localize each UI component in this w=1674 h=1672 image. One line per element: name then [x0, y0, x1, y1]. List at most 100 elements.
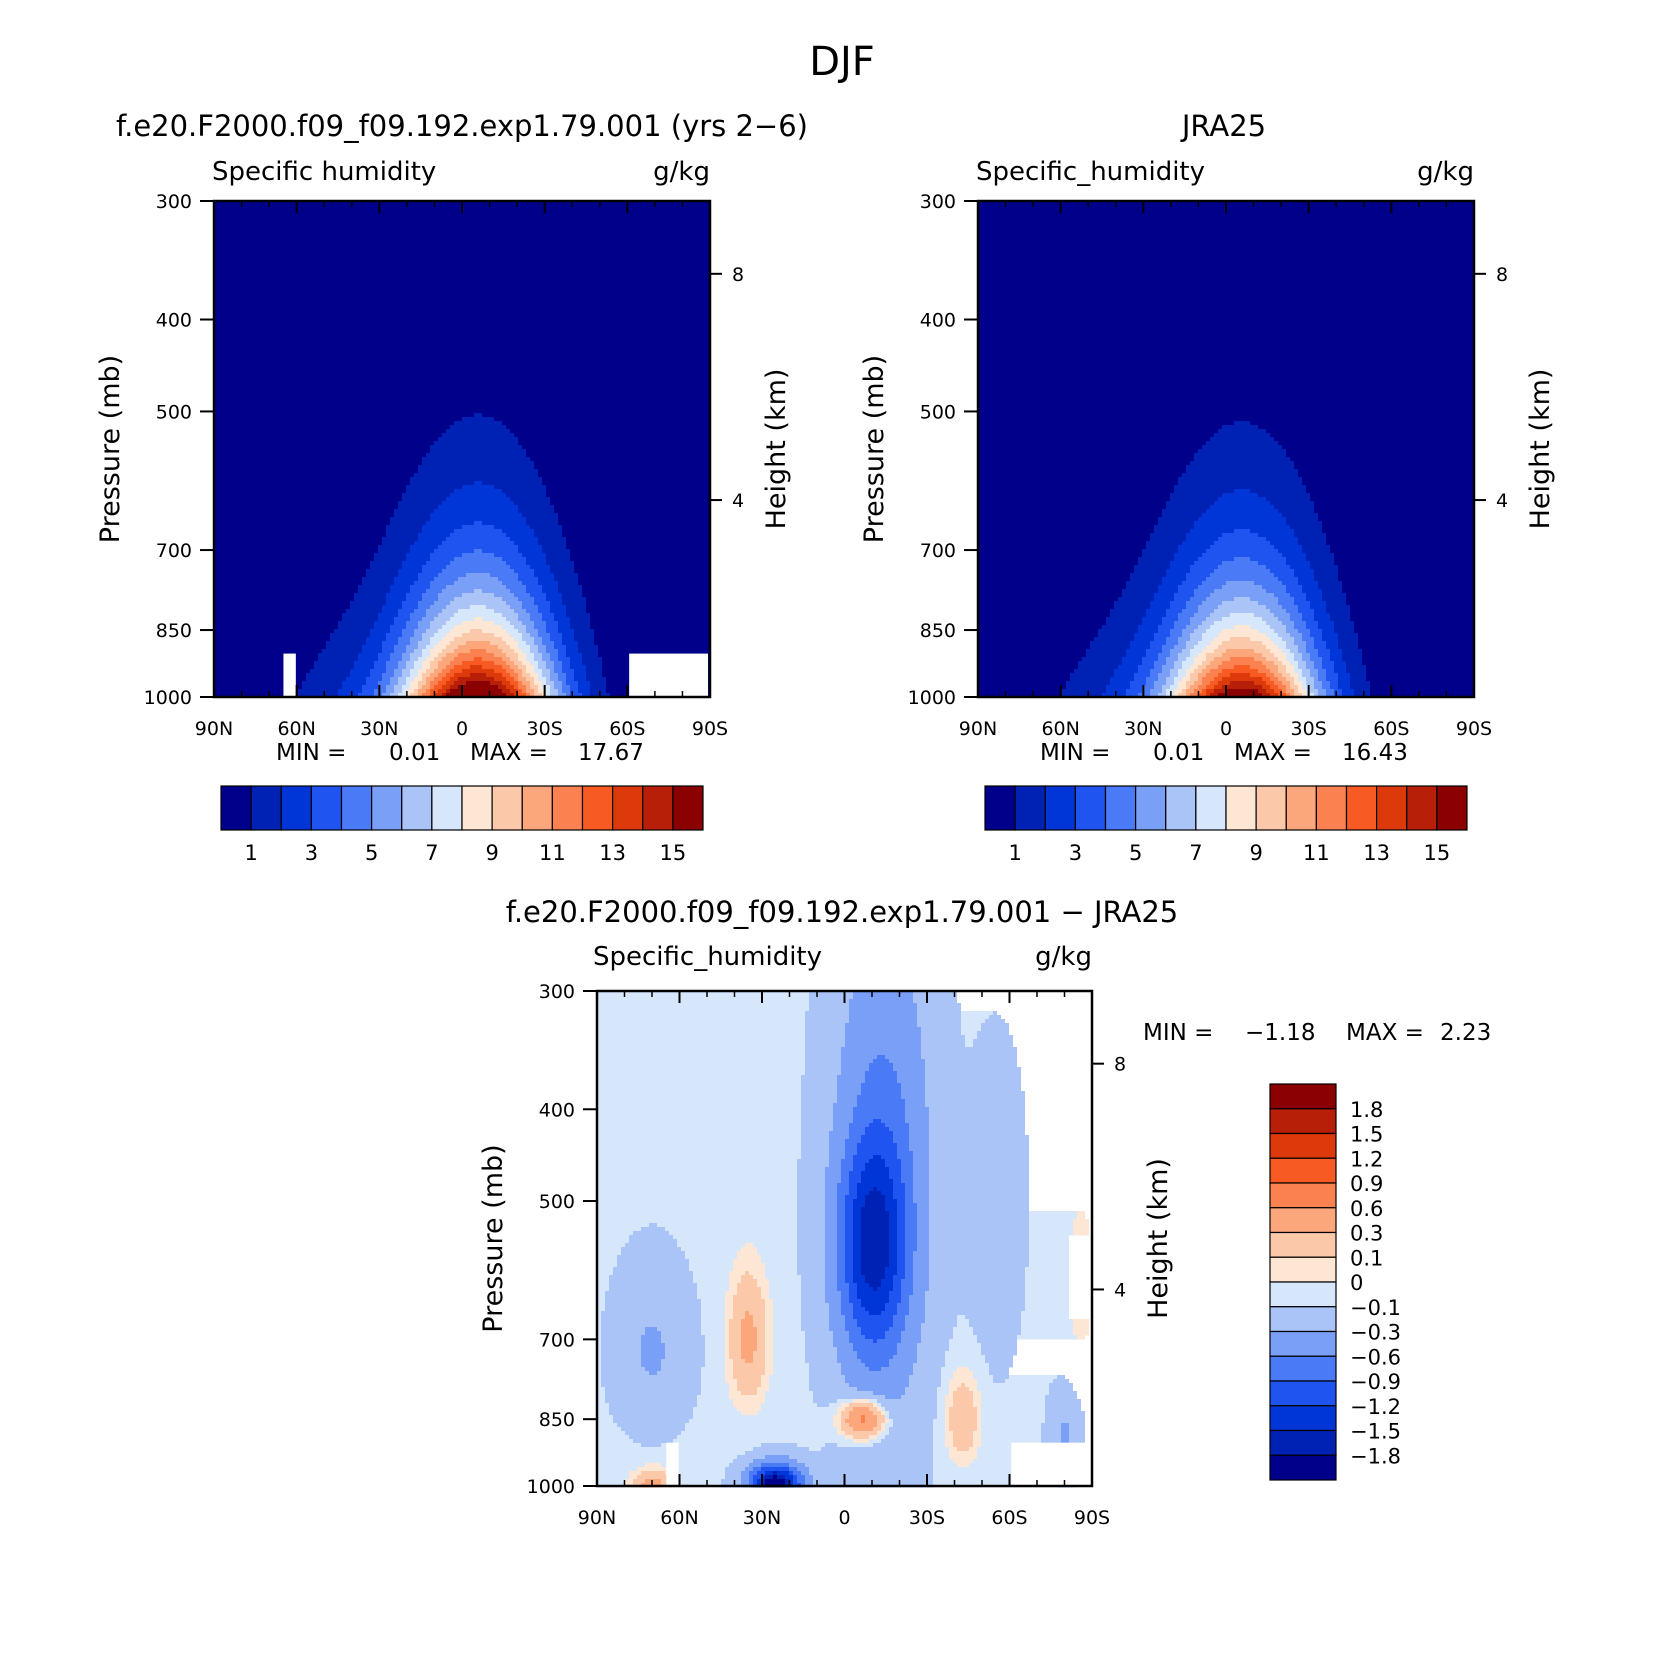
colorbar-box: [1269, 1231, 1337, 1258]
colorbar-label: 3: [1069, 841, 1082, 865]
colorbar-box: [431, 785, 463, 831]
min-label: MIN =: [1143, 1020, 1213, 1046]
colorbar-box: [1255, 785, 1287, 831]
y-tick-label: 700: [920, 540, 956, 562]
colorbar-box: [1269, 1355, 1337, 1382]
colorbar-box: [250, 785, 282, 831]
colorbar-box: [984, 785, 1016, 831]
colorbar-box: [1269, 1256, 1337, 1283]
colorbar-label: 1.8: [1350, 1098, 1383, 1122]
colorbar-label: 9: [1249, 841, 1262, 865]
panel-obs: JRA25 Specific_humidity g/kg 90N 60N 30N 0 3…: [859, 109, 1556, 865]
variable-label: Specific humidity: [212, 157, 436, 187]
y-tick-label: 400: [920, 310, 956, 332]
y-tick-label: 850: [156, 620, 192, 642]
colorbar: 1 3 5 7 9 11 13 15: [220, 785, 704, 865]
height-tick-label: 8: [732, 264, 744, 286]
y-tick-label: 400: [539, 1099, 575, 1121]
height-tick-label: 4: [1114, 1279, 1126, 1301]
y-tick-label: 1000: [144, 687, 192, 709]
colorbar-box: [642, 785, 674, 831]
y-tick-label: 300: [920, 191, 956, 213]
colorbar-box: [1165, 785, 1197, 831]
y-axis-label: Pressure (mb): [859, 355, 890, 543]
max-label: MAX =: [1234, 740, 1312, 766]
max-value: 17.67: [578, 740, 644, 766]
colorbar-label: 5: [365, 841, 378, 865]
colorbar-label: 1: [244, 841, 257, 865]
x-tick-label: 90N: [195, 718, 233, 740]
colorbar-box: [1269, 1207, 1337, 1234]
x-tick-label: 30N: [743, 1507, 781, 1529]
colorbar-box: [1195, 785, 1227, 831]
colorbar-label: −1.2: [1350, 1395, 1401, 1419]
colorbar-box: [1269, 1405, 1337, 1432]
colorbar-box: [1074, 785, 1107, 831]
x-tick-label: 0: [456, 718, 468, 740]
colorbar-label: 11: [1303, 841, 1330, 865]
x-tick-label: 90N: [578, 1507, 616, 1529]
page-title: DJF: [809, 39, 875, 85]
max-label: MAX =: [1346, 1020, 1424, 1046]
x-tick-label: 60N: [660, 1507, 698, 1529]
x-tick-label: 60S: [609, 718, 645, 740]
colorbar-label: −0.6: [1350, 1345, 1401, 1369]
colorbar-label: 0.6: [1350, 1197, 1383, 1221]
colorbar-label: 5: [1129, 841, 1142, 865]
colorbar-box: [310, 785, 343, 831]
colorbar-box: [280, 785, 312, 831]
x-tick-label: 60S: [991, 1507, 1027, 1529]
colorbar-label: 15: [1424, 841, 1451, 865]
colorbar-box: [1269, 1306, 1337, 1333]
min-label: MIN =: [1040, 740, 1110, 766]
colorbar-box: [581, 785, 614, 831]
colorbar-label: 0.9: [1350, 1172, 1383, 1196]
x-tick-label: 90N: [959, 718, 997, 740]
colorbar-label: 1.2: [1350, 1147, 1383, 1171]
units-label: g/kg: [1417, 157, 1474, 187]
panel-difference: f.e20.F2000.f09_f09.192.exp1.79.001 − JR…: [478, 895, 1491, 1529]
min-value: 0.01: [389, 740, 440, 766]
x-tick-label: 0: [838, 1507, 850, 1529]
x-tick-label: 30N: [1124, 718, 1162, 740]
colorbar-box: [1269, 1380, 1337, 1407]
y-axis-label: Pressure (mb): [478, 1144, 509, 1332]
colorbar-box: [1406, 785, 1438, 831]
colorbar-box: [340, 785, 373, 831]
colorbar-label: −1.8: [1350, 1444, 1401, 1468]
colorbar-label: 3: [305, 841, 318, 865]
colorbar-box: [1345, 785, 1378, 831]
max-label: MAX =: [470, 740, 548, 766]
x-tick-label: 90S: [1456, 718, 1492, 740]
colorbar-label: 11: [539, 841, 566, 865]
x-tick-label: 60N: [277, 718, 315, 740]
min-value: −1.18: [1245, 1020, 1315, 1046]
max-value: 16.43: [1342, 740, 1408, 766]
colorbar-label: −0.1: [1350, 1296, 1401, 1320]
max-value: 2.23: [1440, 1020, 1491, 1046]
y-tick-label: 850: [920, 620, 956, 642]
panel-title: f.e20.F2000.f09_f09.192.exp1.79.001 − JR…: [506, 895, 1179, 929]
colorbar-box: [1315, 785, 1348, 831]
colorbar-box: [220, 785, 252, 831]
colorbar-label: 13: [599, 841, 626, 865]
height-tick-label: 8: [1496, 264, 1508, 286]
colorbar-box: [491, 785, 523, 831]
colorbar-box: [551, 785, 584, 831]
height-tick-label: 8: [1114, 1054, 1126, 1076]
colorbar-box: [1269, 1108, 1337, 1135]
x-tick-label: 30S: [909, 1507, 945, 1529]
y-tick-label: 500: [539, 1191, 575, 1213]
y-axis-right-label: Height (km): [1143, 1158, 1174, 1319]
colorbar-box: [1044, 785, 1076, 831]
y-tick-label: 700: [539, 1329, 575, 1351]
colorbar-box: [1269, 1182, 1337, 1209]
y-tick-label: 300: [156, 191, 192, 213]
colorbar-label: 0.3: [1350, 1222, 1383, 1246]
colorbar-label: 1.5: [1350, 1123, 1383, 1147]
y-tick-label: 300: [539, 981, 575, 1003]
variable-label: Specific_humidity: [976, 157, 1205, 187]
colorbar-label: 0: [1350, 1271, 1363, 1295]
min-label: MIN =: [276, 740, 346, 766]
